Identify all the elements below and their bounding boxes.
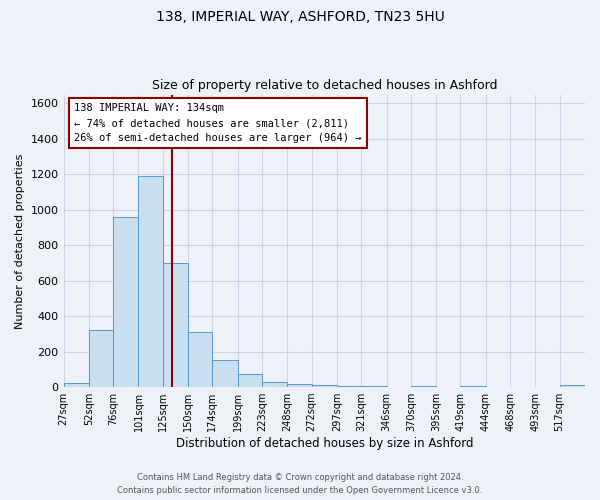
Text: 138, IMPERIAL WAY, ASHFORD, TN23 5HU: 138, IMPERIAL WAY, ASHFORD, TN23 5HU [155,10,445,24]
Bar [238,374,262,387]
Text: 138 IMPERIAL WAY: 134sqm
← 74% of detached houses are smaller (2,811)
26% of sem: 138 IMPERIAL WAY: 134sqm ← 74% of detach… [74,104,361,143]
Bar [361,386,386,387]
Bar [89,330,113,387]
Bar [287,384,311,387]
Bar [460,386,486,387]
Bar [560,386,585,387]
Title: Size of property relative to detached houses in Ashford: Size of property relative to detached ho… [152,79,497,92]
Bar [337,386,361,387]
Bar [262,382,287,387]
Bar [64,382,89,387]
Bar [163,263,188,387]
Bar [188,332,212,387]
Y-axis label: Number of detached properties: Number of detached properties [15,153,25,328]
X-axis label: Distribution of detached houses by size in Ashford: Distribution of detached houses by size … [176,437,473,450]
Bar [311,386,337,387]
Bar [139,176,163,387]
Bar [212,360,238,387]
Bar [113,217,139,387]
Text: Contains HM Land Registry data © Crown copyright and database right 2024.
Contai: Contains HM Land Registry data © Crown c… [118,474,482,495]
Bar [411,386,436,387]
